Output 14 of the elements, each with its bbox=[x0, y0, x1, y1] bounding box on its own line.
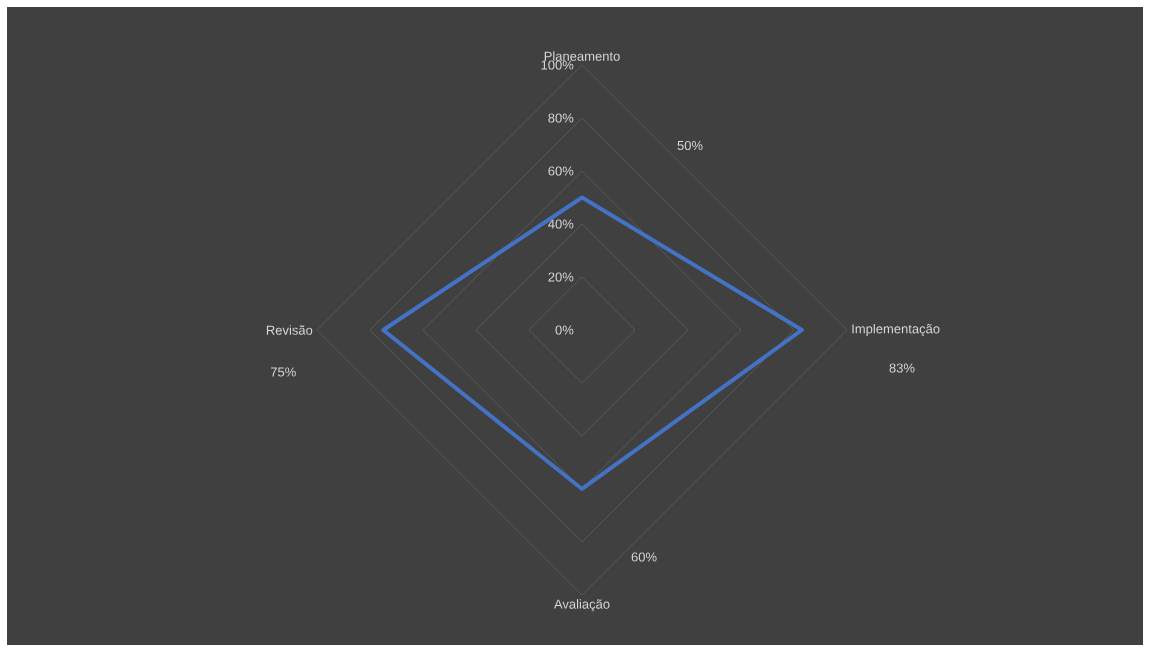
y-tick-label: 100% bbox=[541, 60, 574, 70]
text: 50% bbox=[677, 140, 703, 151]
text: 83% bbox=[889, 363, 915, 373]
y-tick-label: 60% bbox=[548, 166, 574, 176]
y-tick-label: 20% bbox=[548, 272, 574, 282]
y-tick-label: 80% bbox=[548, 113, 574, 123]
y-tick-label: 0% bbox=[555, 325, 574, 335]
spoke-label: Planeamento bbox=[544, 51, 620, 61]
text: 60% bbox=[631, 552, 657, 562]
y-tick-label: 40% bbox=[548, 219, 574, 229]
text: 75% bbox=[270, 367, 296, 377]
spoke-label: Avaliação bbox=[553, 599, 610, 612]
spoke-label: Implementação bbox=[852, 323, 940, 337]
spoke-label: Revisão bbox=[266, 325, 313, 335]
